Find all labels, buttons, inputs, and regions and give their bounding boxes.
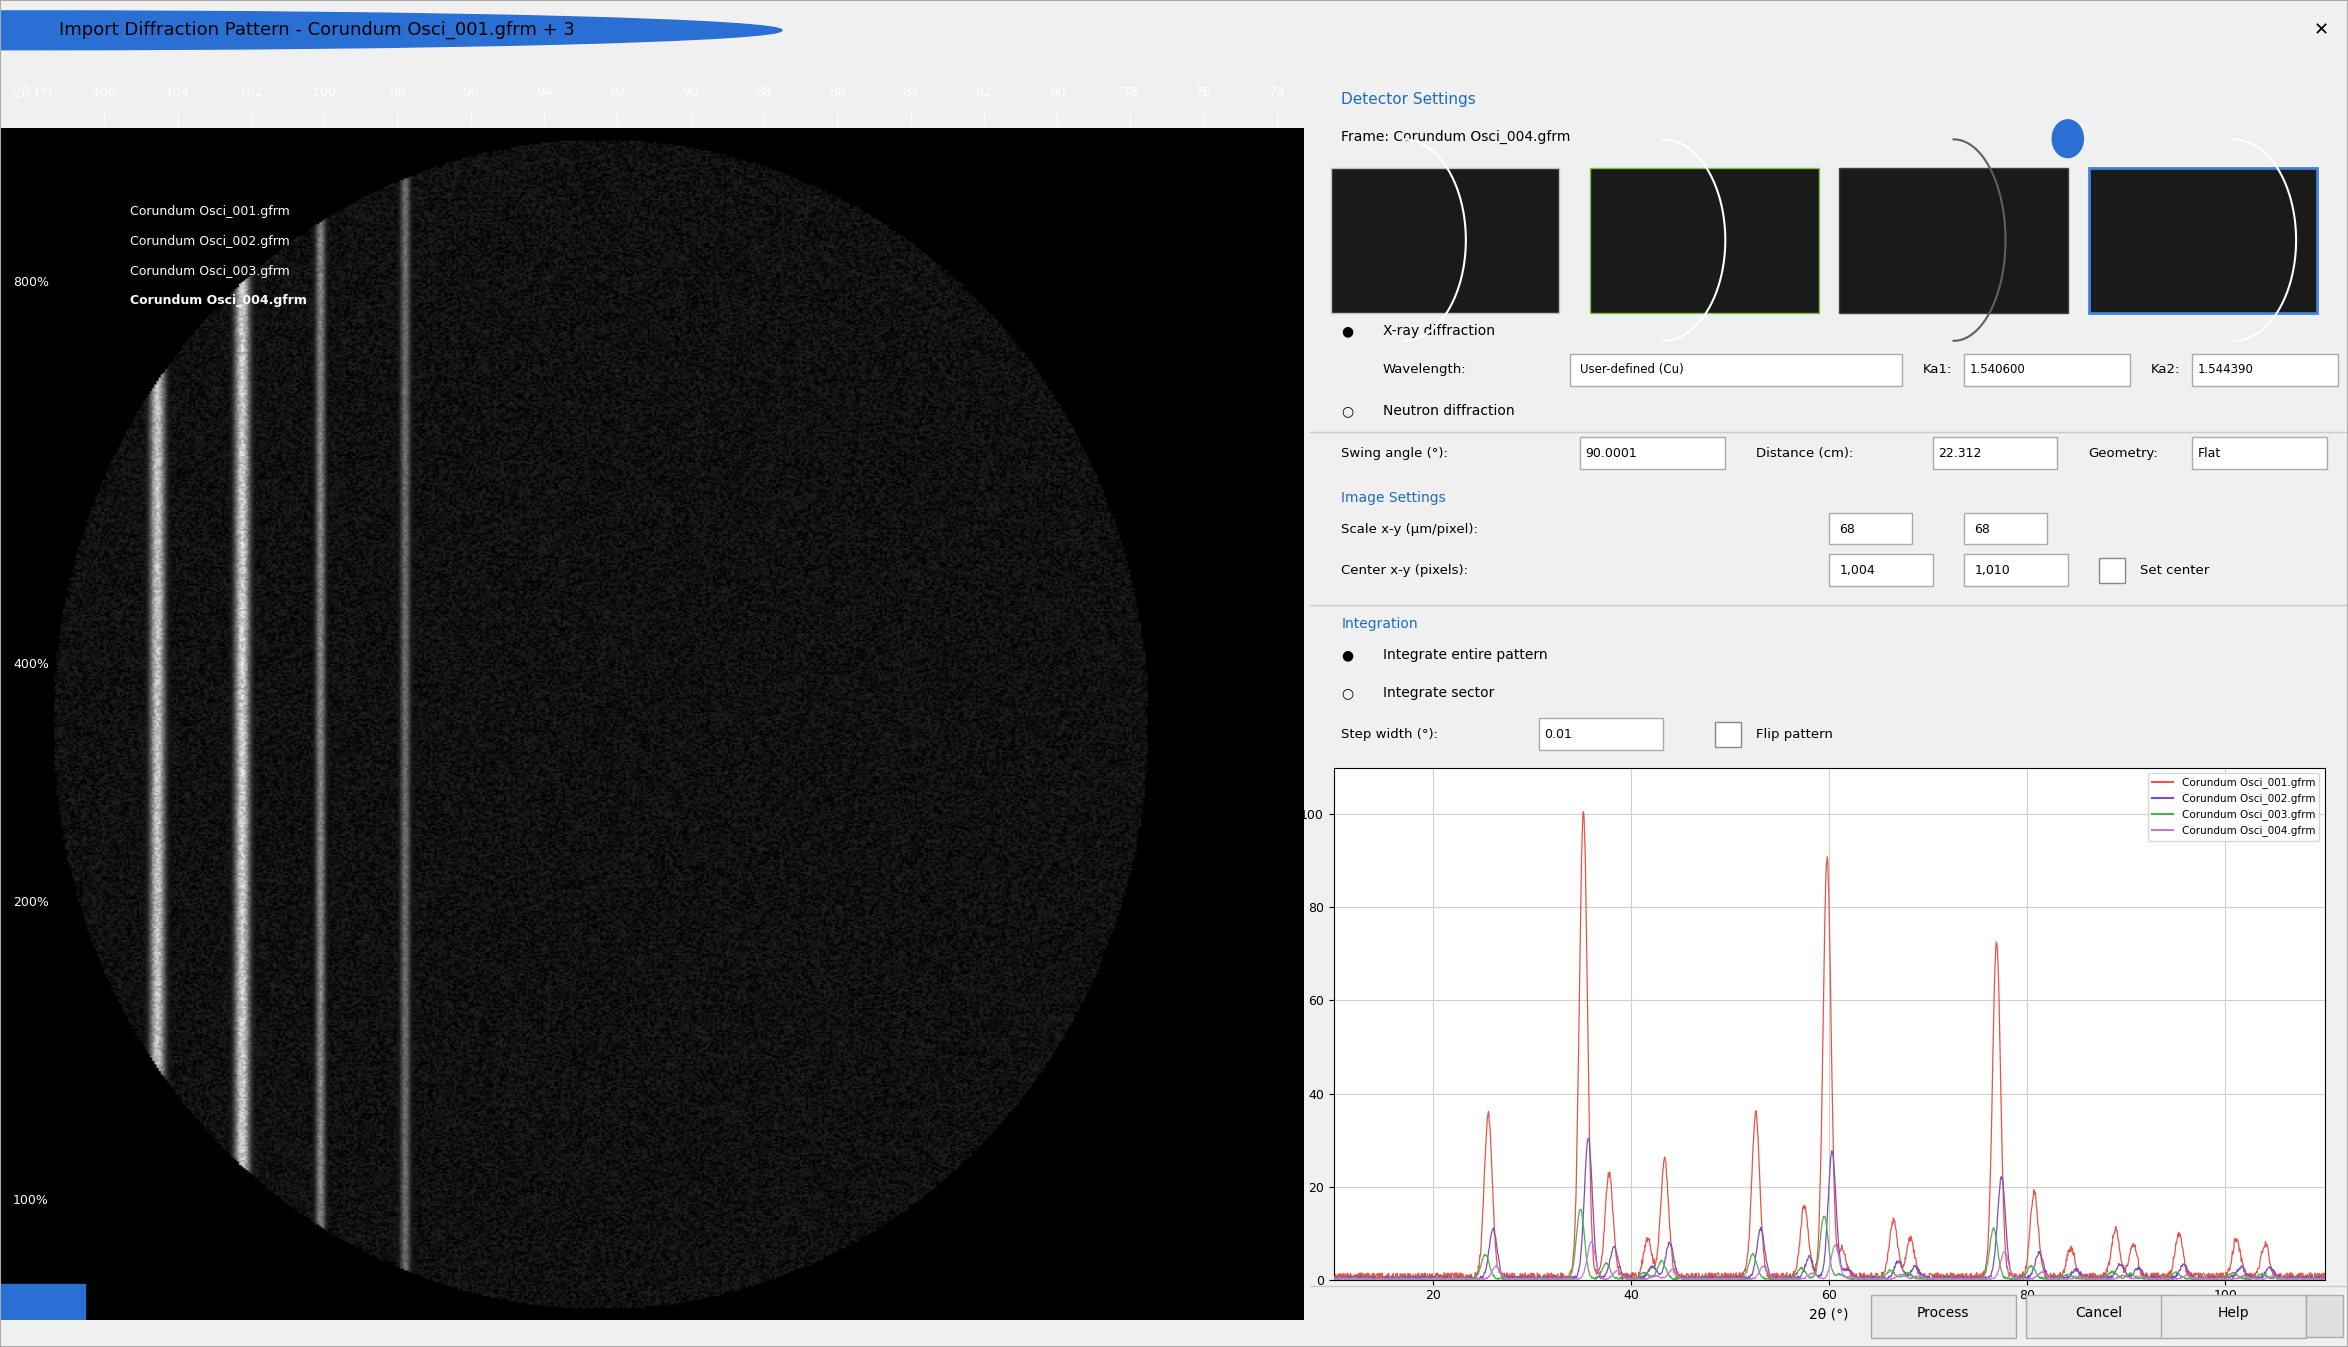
Text: Integration: Integration — [1341, 617, 1418, 632]
Text: 106: 106 — [92, 86, 117, 98]
Text: 22.312: 22.312 — [1937, 447, 1982, 461]
Text: Distance (cm):: Distance (cm): — [1756, 447, 1855, 461]
Y-axis label: Intensity: Intensity — [1280, 994, 1294, 1053]
Text: 1,004: 1,004 — [1838, 564, 1876, 578]
FancyBboxPatch shape — [1829, 513, 1911, 544]
FancyBboxPatch shape — [1963, 354, 2130, 385]
Text: Help: Help — [2219, 1307, 2249, 1320]
FancyBboxPatch shape — [1571, 354, 1902, 385]
FancyBboxPatch shape — [2090, 167, 2317, 313]
Legend: Corundum Osci_001.gfrm, Corundum Osci_002.gfrm, Corundum Osci_003.gfrm, Corundum: Corundum Osci_001.gfrm, Corundum Osci_00… — [2148, 773, 2320, 841]
Bar — [2099, 558, 2125, 583]
Text: 400%: 400% — [14, 657, 49, 671]
Text: X-ray diffraction: X-ray diffraction — [1383, 325, 1496, 338]
Text: 1.544390: 1.544390 — [2198, 362, 2254, 376]
Text: Cancel: Cancel — [2076, 1307, 2123, 1320]
Text: Corundum Osci_002.gfrm: Corundum Osci_002.gfrm — [131, 234, 291, 248]
Text: 98: 98 — [390, 86, 406, 98]
X-axis label: 2θ (°): 2θ (°) — [1810, 1308, 1848, 1321]
Text: 74: 74 — [1268, 86, 1284, 98]
Text: Wavelength:: Wavelength: — [1383, 362, 1468, 376]
Text: ●: ● — [1341, 648, 1352, 663]
Text: Set center: Set center — [2141, 564, 2209, 578]
Text: Corundum Osci_003.gfrm: Corundum Osci_003.gfrm — [131, 264, 291, 277]
Text: 88: 88 — [756, 86, 772, 98]
Bar — [0, 1284, 85, 1320]
Text: 200%: 200% — [14, 896, 49, 909]
Text: 80: 80 — [1050, 86, 1066, 98]
Text: 76: 76 — [1195, 86, 1212, 98]
Circle shape — [0, 11, 782, 50]
Text: Detector Settings: Detector Settings — [1341, 92, 1477, 108]
Text: ○: ○ — [1341, 404, 1352, 418]
Text: Image Settings: Image Settings — [1341, 492, 1446, 505]
Text: 82: 82 — [974, 86, 993, 98]
FancyBboxPatch shape — [1331, 167, 1559, 313]
Text: ✕: ✕ — [2315, 22, 2329, 39]
FancyBboxPatch shape — [1963, 513, 2047, 544]
Text: Neutron diffraction: Neutron diffraction — [1383, 404, 1514, 418]
Text: Corundum Osci_001.gfrm: Corundum Osci_001.gfrm — [131, 205, 291, 218]
Text: Center x-y (pixels):: Center x-y (pixels): — [1341, 564, 1468, 578]
FancyBboxPatch shape — [1963, 555, 2069, 586]
Text: Ka1:: Ka1: — [1923, 362, 1951, 376]
FancyBboxPatch shape — [1590, 167, 1820, 313]
Text: 86: 86 — [829, 86, 845, 98]
Text: Frame: Corundum Osci_004.gfrm: Frame: Corundum Osci_004.gfrm — [1341, 129, 1571, 144]
Text: 102: 102 — [237, 86, 263, 98]
FancyBboxPatch shape — [2193, 438, 2327, 469]
Text: Geometry:: Geometry: — [2090, 447, 2158, 461]
FancyBboxPatch shape — [1829, 555, 1932, 586]
Text: Ka2:: Ka2: — [2151, 362, 2181, 376]
Text: 96: 96 — [463, 86, 479, 98]
Text: 90.0001: 90.0001 — [1585, 447, 1637, 461]
Circle shape — [2052, 120, 2083, 158]
Text: Flip pattern: Flip pattern — [1756, 727, 1834, 741]
Text: ○: ○ — [1341, 686, 1352, 700]
Text: 92: 92 — [608, 86, 627, 98]
Text: 90: 90 — [683, 86, 700, 98]
FancyBboxPatch shape — [1538, 718, 1662, 749]
Text: 800%: 800% — [14, 276, 49, 290]
Text: 100: 100 — [312, 86, 336, 98]
Text: 100%: 100% — [14, 1195, 49, 1207]
Text: Corundum Osci_004.gfrm: Corundum Osci_004.gfrm — [131, 294, 308, 307]
Text: Swing angle (°):: Swing angle (°): — [1341, 447, 1449, 461]
FancyBboxPatch shape — [2026, 1294, 2172, 1338]
Text: ●: ● — [1341, 325, 1352, 338]
FancyBboxPatch shape — [1838, 167, 2069, 313]
Text: 1,010: 1,010 — [1975, 564, 2010, 578]
Text: Flat: Flat — [2198, 447, 2221, 461]
Text: 68: 68 — [1838, 523, 1855, 536]
Text: 2θ (°): 2θ (°) — [14, 86, 52, 100]
Text: Step width (°):: Step width (°): — [1341, 727, 1439, 741]
FancyBboxPatch shape — [2193, 354, 2339, 385]
Text: Scale x-y (μm/pixel):: Scale x-y (μm/pixel): — [1341, 523, 1479, 536]
Text: 0.01: 0.01 — [1543, 727, 1571, 741]
Bar — [1714, 722, 1740, 748]
FancyBboxPatch shape — [2160, 1294, 2306, 1338]
Text: 94: 94 — [535, 86, 552, 98]
FancyBboxPatch shape — [1871, 1294, 2017, 1338]
Text: 104: 104 — [164, 86, 190, 98]
FancyBboxPatch shape — [1932, 438, 2057, 469]
Text: Import Diffraction Pattern - Corundum Osci_001.gfrm + 3: Import Diffraction Pattern - Corundum Os… — [59, 22, 575, 39]
Text: Process: Process — [1916, 1307, 1970, 1320]
Text: 84: 84 — [902, 86, 918, 98]
Text: 68: 68 — [1975, 523, 1991, 536]
Text: 1.540600: 1.540600 — [1970, 362, 2024, 376]
Text: 78: 78 — [1122, 86, 1139, 98]
Text: Integrate entire pattern: Integrate entire pattern — [1383, 648, 1547, 663]
Text: User-defined (Cu): User-defined (Cu) — [1580, 362, 1684, 376]
FancyBboxPatch shape — [1580, 438, 1726, 469]
Text: Integrate sector: Integrate sector — [1383, 686, 1493, 700]
Bar — [2306, 1296, 2343, 1338]
